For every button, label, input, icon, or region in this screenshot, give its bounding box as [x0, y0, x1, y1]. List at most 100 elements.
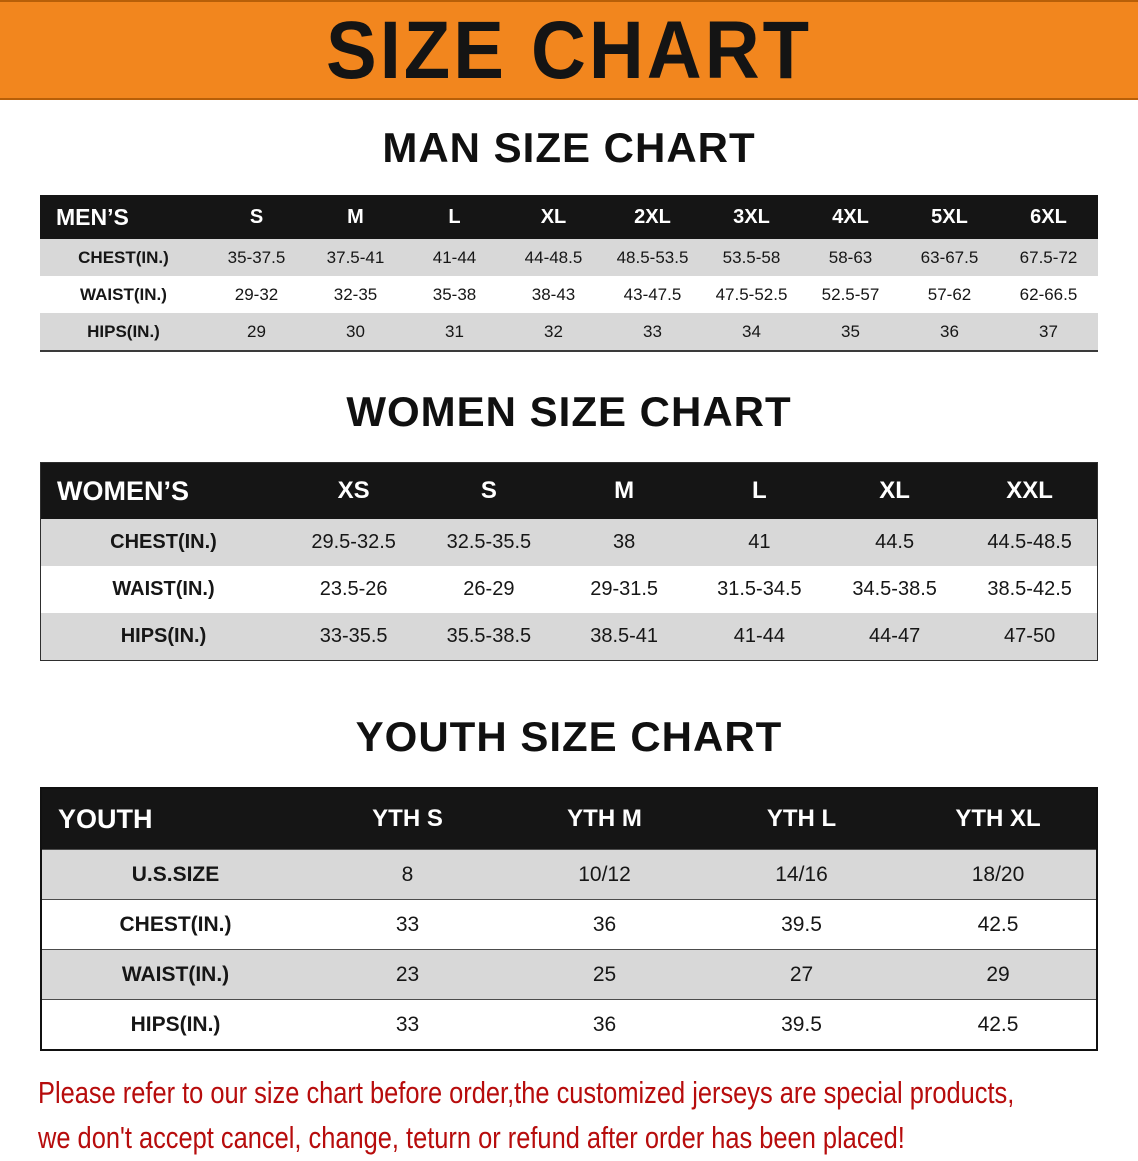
table-cell: 44.5	[875, 531, 915, 553]
table-row: CHEST(IN.) 35-37.5 37.5-41 41-44 44-48.5 48.5…	[40, 239, 1098, 276]
column-header: L	[405, 195, 504, 239]
row-label: CHEST(IN.)	[110, 531, 217, 553]
table-cell: 62-66.5	[1019, 284, 1078, 304]
row-label: CHEST(IN.)	[119, 912, 232, 936]
table-cell: 63-67.5	[920, 247, 979, 267]
table-cell: 37	[1039, 321, 1058, 341]
disclaimer-line-1: Please refer to our size chart before or…	[38, 1075, 1015, 1110]
column-header: 6XL	[999, 195, 1098, 239]
row-label: HIPS(IN.)	[87, 321, 160, 341]
table-cell: 47.5-52.5	[715, 284, 788, 304]
column-header: XXL	[962, 462, 1098, 519]
table-cell: 35.5-38.5	[446, 625, 532, 647]
column-header: 5XL	[900, 195, 999, 239]
column-header: M	[556, 462, 692, 519]
table-cell: 30	[346, 321, 365, 341]
header-row: YOUTH YTH S YTH M YTH L YTH XL	[41, 788, 1097, 850]
column-header: 4XL	[801, 195, 900, 239]
table-cell: 34.5-38.5	[852, 578, 937, 600]
table-cell: 32.5-35.5	[446, 531, 532, 553]
table-cell: 29.5-32.5	[311, 531, 396, 553]
column-header: 3XL	[702, 195, 801, 239]
column-header: S	[207, 195, 306, 239]
table-corner-label: WOMEN’S	[40, 462, 286, 519]
table-cell: 35	[841, 321, 860, 341]
column-header: YTH L	[703, 788, 900, 850]
page-title: SIZE CHART	[326, 4, 812, 96]
table-cell: 10/12	[578, 862, 631, 886]
table-cell: 52.5-57	[821, 284, 880, 304]
women-size-table: WOMEN’S XS S M L XL XXL CHEST(IN.) 29.5-32.5 32.5…	[40, 462, 1098, 661]
table-row: WAIST(IN.) 29-32 32-35 35-38 38-43 43-47.5 47.…	[40, 276, 1098, 313]
column-header: 2XL	[603, 195, 702, 239]
column-header: XL	[504, 195, 603, 239]
table-corner-label: MEN’S	[40, 195, 207, 239]
table-cell: 25	[592, 962, 617, 986]
table-cell: 33	[395, 912, 420, 936]
table-cell: 36	[592, 1012, 617, 1036]
table-row: CHEST(IN.) 29.5-32.5 32.5-35.5 38 41 44.5 44.5…	[40, 519, 1098, 566]
table-row: HIPS(IN.) 33-35.5 35.5-38.5 38.5-41 41-44 44-…	[40, 613, 1098, 661]
row-label: U.S.SIZE	[131, 862, 220, 886]
table-cell: 38.5-42.5	[987, 578, 1072, 600]
row-label: HIPS(IN.)	[130, 1012, 221, 1036]
row-label: CHEST(IN.)	[78, 247, 169, 267]
table-cell: 33-35.5	[319, 625, 388, 647]
column-header: XS	[286, 462, 422, 519]
table-cell: 8	[401, 862, 414, 886]
table-cell: 29	[986, 962, 1010, 986]
table-cell: 29-31.5	[590, 578, 659, 600]
header-row: WOMEN’S XS S M L XL XXL	[40, 462, 1098, 519]
table-cell: 39.5	[781, 1012, 822, 1036]
table-cell: 42.5	[977, 912, 1019, 936]
men-size-chart-section: MAN SIZE CHART MEN’S S M L XL 2XL 3XL 4XL 5XL 6XL…	[0, 124, 1138, 352]
table-cell: 47-50	[1004, 625, 1056, 647]
column-header: L	[691, 462, 827, 519]
table-cell: 44.5-48.5	[987, 531, 1072, 553]
column-header: YTH S	[309, 788, 506, 850]
table-cell: 33	[643, 321, 662, 341]
table-cell: 14/16	[775, 862, 828, 886]
table-cell: 23.5-26	[319, 578, 388, 600]
table-cell: 33	[395, 1012, 420, 1036]
table-cell: 48.5-53.5	[616, 247, 689, 267]
men-size-table: MEN’S S M L XL 2XL 3XL 4XL 5XL 6XL CHEST(IN.) 35-37…	[40, 195, 1098, 352]
table-cell: 26-29	[463, 578, 515, 600]
youth-size-chart-section: YOUTH SIZE CHART YOUTH YTH S YTH M YTH L YTH…	[0, 713, 1138, 1051]
table-cell: 36	[592, 912, 617, 936]
table-cell: 32-35	[333, 284, 378, 304]
column-header: XL	[827, 462, 963, 519]
table-cell: 39.5	[781, 912, 822, 936]
table-cell: 44-48.5	[524, 247, 583, 267]
table-cell: 35-37.5	[227, 247, 286, 267]
table-corner-label: YOUTH	[41, 788, 309, 850]
table-cell: 57-62	[927, 284, 972, 304]
table-row: WAIST(IN.) 23.5-26 26-29 29-31.5 31.5-34.5 34…	[40, 566, 1098, 613]
disclaimer: Please refer to our size chart before or…	[38, 1071, 1138, 1161]
table-cell: 41	[748, 531, 771, 553]
row-label: HIPS(IN.)	[120, 625, 207, 647]
table-cell: 43-47.5	[623, 284, 682, 304]
table-row: HIPS(IN.) 33 36 39.5 42.5	[41, 999, 1097, 1050]
men-chart-heading: MAN SIZE CHART	[382, 124, 756, 171]
table-cell: 34	[742, 321, 761, 341]
table-cell: 58-63	[828, 247, 873, 267]
table-row: CHEST(IN.) 33 36 39.5 42.5	[41, 899, 1097, 950]
table-row: HIPS(IN.) 29 30 31 32 33 34 35 36 37	[40, 313, 1098, 351]
table-row: WAIST(IN.) 23 25 27 29	[41, 949, 1097, 1000]
table-cell: 32	[544, 321, 563, 341]
column-header: M	[306, 195, 405, 239]
column-header: S	[421, 462, 557, 519]
table-cell: 38.5-41	[590, 625, 659, 647]
table-cell: 27	[789, 962, 814, 986]
header-row: MEN’S S M L XL 2XL 3XL 4XL 5XL 6XL	[40, 195, 1098, 239]
table-cell: 36	[940, 321, 959, 341]
table-cell: 44-47	[869, 625, 921, 647]
women-size-chart-section: WOMEN SIZE CHART WOMEN’S XS S M L XL XXL CHEST(…	[0, 388, 1138, 661]
table-cell: 37.5-41	[326, 247, 385, 267]
row-label: WAIST(IN.)	[112, 578, 215, 600]
youth-chart-heading: YOUTH SIZE CHART	[355, 713, 783, 760]
youth-size-table: YOUTH YTH S YTH M YTH L YTH XL U.S.SIZE 8 10/12…	[40, 787, 1098, 1051]
table-cell: 29	[247, 321, 266, 341]
